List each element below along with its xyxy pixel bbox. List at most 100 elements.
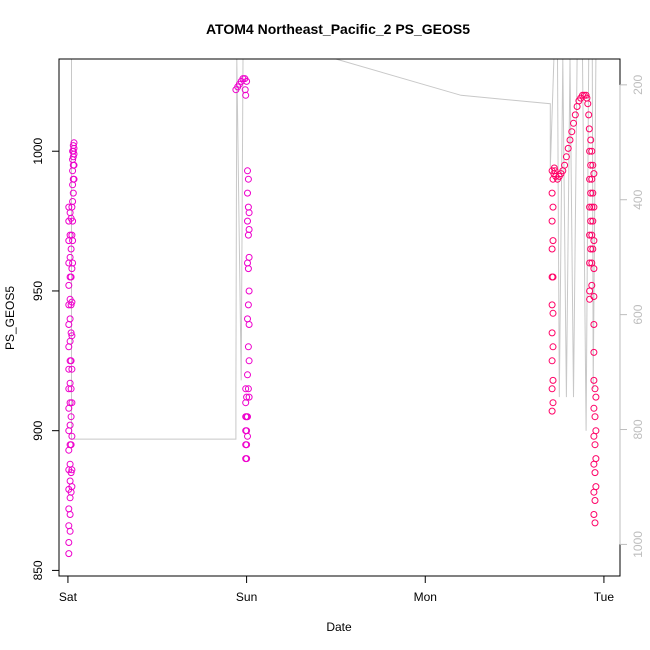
data-point (549, 237, 557, 245)
data-point (65, 281, 73, 289)
data-point (244, 315, 251, 323)
data-point (67, 273, 75, 281)
data-point (587, 189, 595, 197)
data-point (67, 245, 75, 253)
data-point (244, 265, 252, 273)
y2-tick-label: 1000 (631, 531, 645, 558)
data-point (244, 343, 252, 351)
data-point (67, 301, 75, 309)
data-point (243, 393, 251, 401)
data-points-layer (65, 75, 600, 558)
chart-title: ATOM4 Northeast_Pacific_2 PS_GEOS5 (206, 21, 470, 37)
data-point (586, 147, 594, 155)
data-point (242, 399, 250, 407)
plot-frame (58, 58, 621, 577)
data-point (562, 153, 570, 161)
data-point (70, 175, 78, 183)
data-point (67, 441, 75, 449)
data-point (243, 441, 251, 449)
x-axis: Sat Sun Mon Tue (59, 575, 615, 604)
data-point (68, 365, 76, 373)
data-point (65, 321, 73, 328)
data-point (69, 237, 77, 245)
data-point (549, 343, 557, 351)
data-point (66, 460, 74, 468)
data-point (568, 128, 576, 136)
data-point (66, 253, 74, 261)
y-tick-label: 850 (31, 560, 45, 580)
y-axis-left: 850 900 950 1000 (31, 138, 59, 580)
data-point (245, 209, 253, 217)
data-point (548, 357, 556, 365)
data-point (69, 217, 77, 225)
data-point (69, 181, 77, 189)
x-tick-label: Sun (236, 590, 257, 604)
altitude-line-layer (71, 58, 597, 440)
data-point (549, 309, 557, 317)
data-point (65, 404, 73, 412)
data-point (548, 245, 556, 253)
x-tick-label: Mon (414, 590, 437, 604)
data-point (591, 469, 599, 477)
y-tick-label: 950 (31, 281, 45, 301)
data-point (68, 332, 76, 340)
data-point (587, 161, 595, 169)
data-point (245, 287, 253, 295)
data-point (245, 253, 253, 261)
data-point (586, 203, 594, 211)
data-point (548, 189, 556, 197)
data-point (67, 329, 75, 337)
data-point (589, 161, 597, 169)
data-point (592, 455, 600, 463)
data-point (245, 226, 253, 233)
data-point (66, 511, 74, 518)
data-point (561, 161, 569, 169)
data-point (65, 365, 73, 373)
data-point (67, 357, 75, 365)
data-point (589, 189, 597, 197)
data-point (243, 455, 251, 463)
data-point (571, 111, 579, 119)
data-point (69, 189, 77, 197)
y-axis-right: 200 400 600 800 1000 (619, 75, 645, 558)
data-point (586, 231, 594, 239)
data-point (244, 203, 252, 211)
data-point (591, 519, 599, 527)
data-point (66, 421, 74, 429)
data-point (67, 469, 75, 477)
data-point (592, 393, 600, 401)
data-point (548, 385, 556, 393)
data-point (589, 217, 597, 225)
data-point (590, 293, 598, 300)
data-point (69, 198, 77, 205)
data-point (590, 203, 598, 211)
data-point (66, 494, 74, 502)
data-point (67, 385, 75, 393)
data-point (65, 505, 73, 513)
data-point (244, 432, 251, 440)
data-point (243, 77, 251, 85)
data-point (550, 164, 558, 172)
data-point (66, 379, 74, 387)
data-point (548, 329, 556, 337)
data-point (66, 337, 74, 345)
data-point (588, 281, 596, 289)
data-point (591, 441, 599, 449)
x-tick-label: Sat (59, 590, 78, 604)
data-point (66, 209, 74, 217)
data-point (588, 147, 596, 155)
data-point (68, 399, 76, 407)
x-tick-label: Tue (594, 590, 615, 604)
data-point (242, 91, 250, 99)
data-point (244, 167, 251, 175)
altitude-line (71, 58, 597, 440)
data-point (68, 432, 76, 440)
data-point (69, 259, 77, 267)
data-point (244, 371, 251, 379)
data-point (586, 259, 594, 267)
data-point (570, 119, 577, 127)
data-point (244, 189, 251, 197)
data-point (68, 483, 76, 491)
data-point (244, 231, 252, 239)
